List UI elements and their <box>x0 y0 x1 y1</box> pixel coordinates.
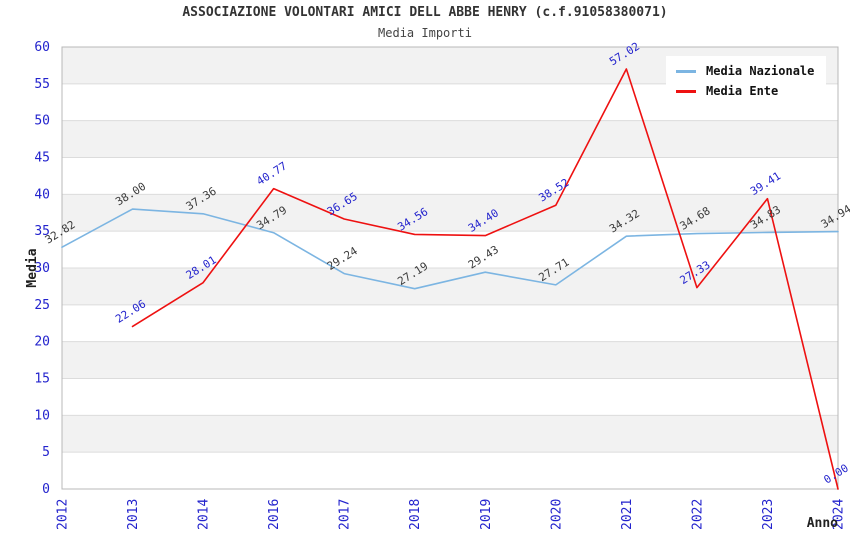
chart-subtitle: Media Importi <box>378 26 472 40</box>
plot-border <box>61 46 839 490</box>
legend-label: Media Nazionale <box>706 64 815 78</box>
y-tick-label: 15 <box>34 372 50 387</box>
x-tick-label: 2012 <box>56 499 71 530</box>
y-tick-label: 25 <box>34 298 50 313</box>
legend: Media Nazionale Media Ente <box>666 56 827 107</box>
series-line-media-nazionale <box>61 208 839 290</box>
legend-item-media-ente: Media Ente <box>676 81 814 101</box>
plot-band <box>62 415 838 453</box>
series-line-media-ente <box>131 68 839 490</box>
x-tick-label: 2014 <box>197 499 212 530</box>
legend-item-media-nazionale: Media Nazionale <box>676 61 814 81</box>
y-tick-label: 40 <box>34 187 50 202</box>
plot-band <box>62 341 838 379</box>
x-tick-label: 2017 <box>338 499 353 530</box>
x-tick-label: 2022 <box>690 499 705 530</box>
legend-line-swatch-nazionale <box>676 69 696 73</box>
x-tick-label: 2016 <box>267 499 282 530</box>
y-tick-label: 20 <box>34 335 50 350</box>
y-tick-label: 35 <box>34 224 50 239</box>
x-tick-label: 2019 <box>479 499 494 530</box>
plot-band <box>62 268 838 305</box>
x-tick-label: 2024 <box>832 499 847 530</box>
y-tick-label: 45 <box>34 151 50 166</box>
plot-band <box>62 304 838 342</box>
x-tick-label: 2018 <box>408 499 423 530</box>
x-tick-label: 2020 <box>549 499 564 530</box>
x-tick-label: 2023 <box>761 499 776 530</box>
y-tick-label: 55 <box>34 77 50 92</box>
y-axis-title: Media <box>25 248 40 287</box>
chart-title: ASSOCIAZIONE VOLONTARI AMICI DELL ABBE H… <box>182 5 668 20</box>
x-axis-title: Anno <box>807 516 838 531</box>
y-tick-label: 30 <box>34 261 50 276</box>
y-tick-label: 5 <box>42 445 50 460</box>
y-tick-label: 10 <box>34 408 50 423</box>
x-tick-label: 2013 <box>126 499 141 530</box>
legend-label: Media Ente <box>706 84 779 98</box>
plot-band <box>62 452 838 489</box>
y-tick-label: 0 <box>42 482 50 497</box>
plot-band <box>62 157 838 195</box>
plot-band <box>62 120 838 158</box>
x-tick-label: 2021 <box>620 499 635 530</box>
y-tick-label: 50 <box>34 114 50 129</box>
plot-band <box>62 231 838 268</box>
plot-band <box>62 378 838 416</box>
legend-line-swatch-ente <box>676 89 696 93</box>
y-tick-label: 60 <box>34 40 50 55</box>
